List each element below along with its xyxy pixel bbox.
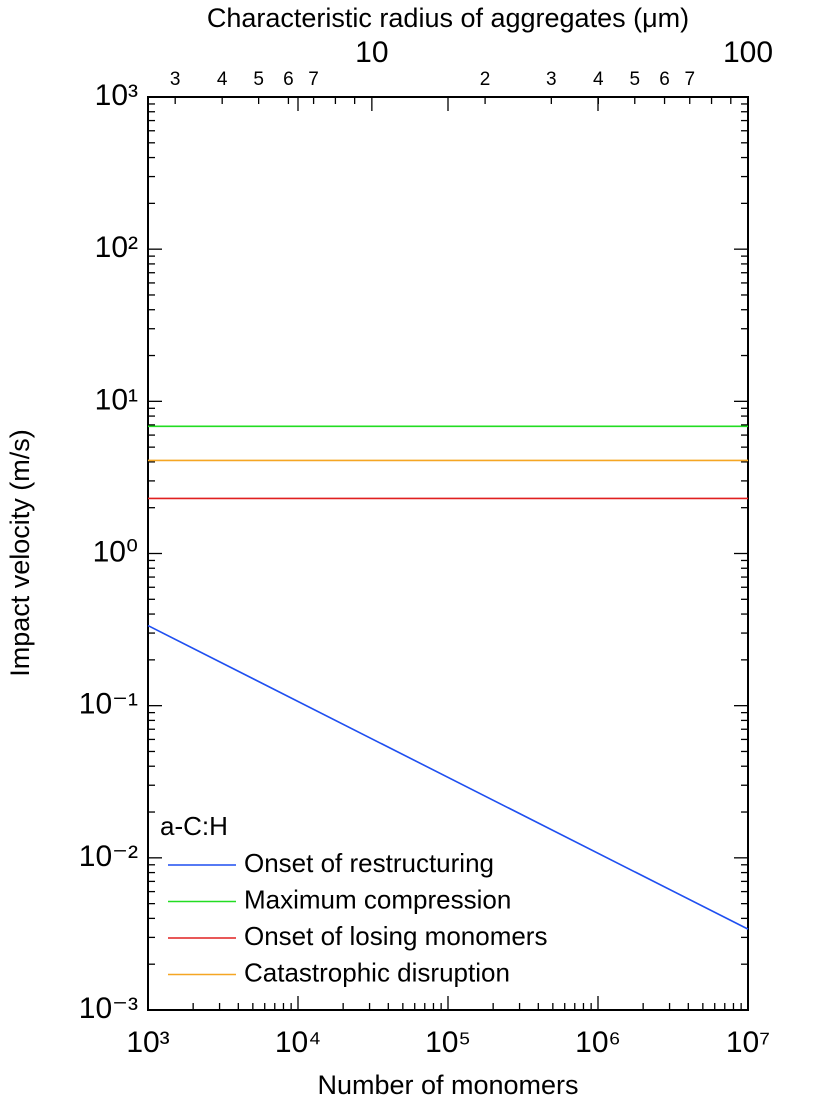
y-tick-label: 10⁰ (93, 535, 138, 568)
x2-tick-label: 6 (283, 69, 294, 90)
x2-tick-label: 6 (659, 69, 670, 90)
legend-label: Onset of losing monomers (244, 921, 547, 951)
y-tick-label: 10⁻² (79, 840, 138, 873)
x2-axis-label: Characteristic radius of aggregates (μm) (207, 3, 689, 33)
x2-tick-label: 100 (723, 36, 773, 69)
x2-tick-label: 3 (170, 69, 181, 90)
y-axis-label: Impact velocity (m/s) (5, 429, 35, 677)
x-tick-label: 10⁴ (275, 1026, 321, 1059)
x2-tick-label: 5 (253, 69, 264, 90)
y-tick-label: 10⁻¹ (79, 688, 138, 721)
legend-label: Catastrophic disruption (244, 957, 510, 987)
x-tick-label: 10⁶ (575, 1026, 621, 1059)
legend-label: Maximum compression (244, 884, 511, 914)
legend-title: a-C:H (160, 811, 228, 841)
x-axis-label: Number of monomers (317, 1070, 578, 1100)
x-tick-label: 10³ (126, 1026, 169, 1059)
y-tick-label: 10² (95, 231, 138, 264)
y-tick-label: 10⁻³ (79, 992, 138, 1025)
series-line (147, 624, 749, 930)
x2-tick-label: 5 (629, 69, 640, 90)
x-tick-label: 10⁵ (425, 1026, 471, 1059)
x2-tick-label: 4 (593, 69, 604, 90)
x2-tick-label: 4 (217, 69, 228, 90)
y-tick-label: 10³ (95, 79, 138, 112)
y-tick-label: 10¹ (95, 383, 138, 416)
x2-tick-label: 3 (546, 69, 557, 90)
x2-tick-label: 7 (684, 69, 695, 90)
x2-tick-label: 10 (355, 36, 388, 69)
legend-label: Onset of restructuring (244, 848, 494, 878)
x2-tick-label: 2 (480, 69, 491, 90)
x-tick-label: 10⁷ (726, 1026, 770, 1059)
x2-tick-label: 7 (308, 69, 319, 90)
